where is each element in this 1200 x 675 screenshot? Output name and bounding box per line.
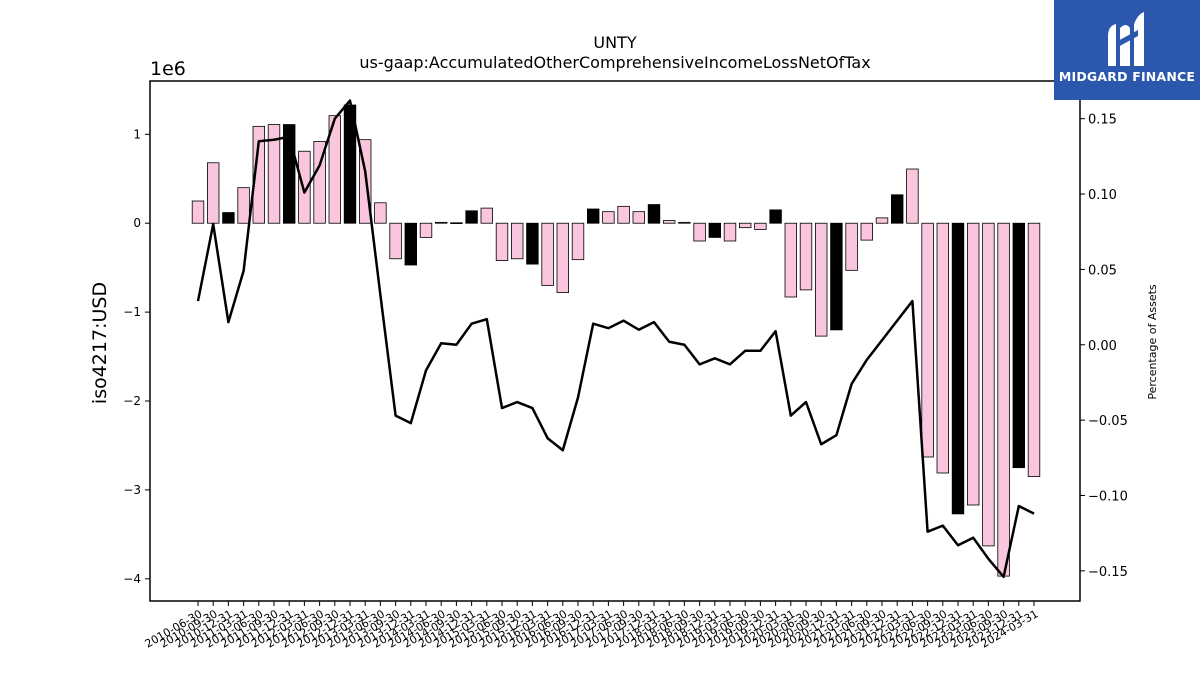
line-group	[196, 99, 1035, 579]
bar	[602, 211, 615, 224]
bar	[875, 217, 889, 224]
bar	[815, 222, 828, 337]
axes-group: 1 0 −1 −2 −3 −4 0.15 0.10 0.05 0.00 −0.05 −0.10 −0.1…	[123, 113, 1128, 651]
brand-logo: MIDGARD FINANCE	[1054, 0, 1200, 100]
bar	[267, 124, 281, 224]
chart-title: UNTY	[593, 33, 636, 52]
y2-tick-label: −0.10	[1088, 489, 1128, 504]
bar	[799, 222, 813, 291]
bar	[419, 222, 433, 238]
bar	[404, 222, 418, 266]
y-tick-label: −4	[123, 572, 141, 586]
bar	[571, 222, 585, 261]
bar	[510, 222, 524, 260]
bar	[237, 187, 250, 224]
bar	[845, 222, 858, 271]
bar	[769, 209, 782, 224]
y-axis-label: iso4217:USD	[89, 282, 111, 404]
bar	[632, 211, 646, 224]
bar	[282, 124, 296, 224]
bar	[556, 222, 570, 293]
bar	[374, 202, 387, 224]
bar	[495, 222, 509, 261]
bar	[1027, 222, 1041, 477]
percentage-line	[196, 99, 1035, 579]
bar	[997, 222, 1010, 577]
bar	[480, 207, 494, 224]
bar	[206, 162, 220, 224]
bar	[647, 204, 661, 224]
y-offset-label: 1e6	[150, 58, 186, 80]
bar	[967, 222, 980, 506]
bar	[434, 221, 448, 224]
bar	[891, 194, 904, 224]
bar	[830, 222, 843, 331]
bar	[678, 221, 691, 224]
y-tick-label: −1	[123, 305, 141, 319]
bar	[906, 168, 919, 224]
bars-group	[191, 104, 1041, 577]
bar	[328, 115, 342, 224]
y2-tick-label: −0.15	[1088, 565, 1128, 580]
bar	[739, 222, 752, 229]
bar	[693, 222, 706, 242]
bar	[1012, 222, 1026, 469]
midgard-logo-icon	[1108, 12, 1144, 66]
bar	[663, 220, 676, 224]
logo-text: MIDGARD FINANCE	[1058, 69, 1196, 84]
bar	[541, 222, 554, 286]
bar	[951, 222, 965, 515]
bar	[617, 205, 630, 224]
y2-tick-label: 0.05	[1088, 263, 1117, 278]
y-tick-label: −2	[123, 394, 141, 408]
bar	[389, 222, 402, 260]
y-tick-label: −3	[123, 483, 141, 497]
bar	[936, 222, 950, 474]
chart-subtitle: us-gaap:AccumulatedOtherComprehensiveInc…	[359, 53, 870, 72]
bar	[465, 210, 478, 224]
y2-tick-label: 0.00	[1088, 339, 1117, 354]
bar	[587, 208, 600, 224]
bar	[191, 200, 205, 224]
plot-frame	[149, 80, 1081, 602]
bar	[784, 222, 798, 298]
bar	[313, 141, 326, 224]
y-tick-label: 1	[133, 127, 141, 141]
bar	[860, 222, 874, 241]
bar	[754, 222, 767, 230]
y2-tick-label: 0.10	[1088, 188, 1117, 203]
y2-tick-label: −0.05	[1088, 414, 1128, 429]
bar	[708, 222, 722, 238]
y-tick-label: 0	[133, 216, 141, 230]
bar	[252, 125, 266, 224]
bar	[921, 222, 934, 458]
bar	[298, 150, 311, 224]
y2-axis-label: Percentage of Assets	[1146, 284, 1159, 400]
y2-tick-label: 0.15	[1088, 113, 1117, 128]
bar	[450, 222, 463, 224]
bar	[526, 222, 539, 265]
bar	[222, 212, 235, 224]
bar	[982, 222, 995, 547]
bar	[723, 222, 737, 242]
